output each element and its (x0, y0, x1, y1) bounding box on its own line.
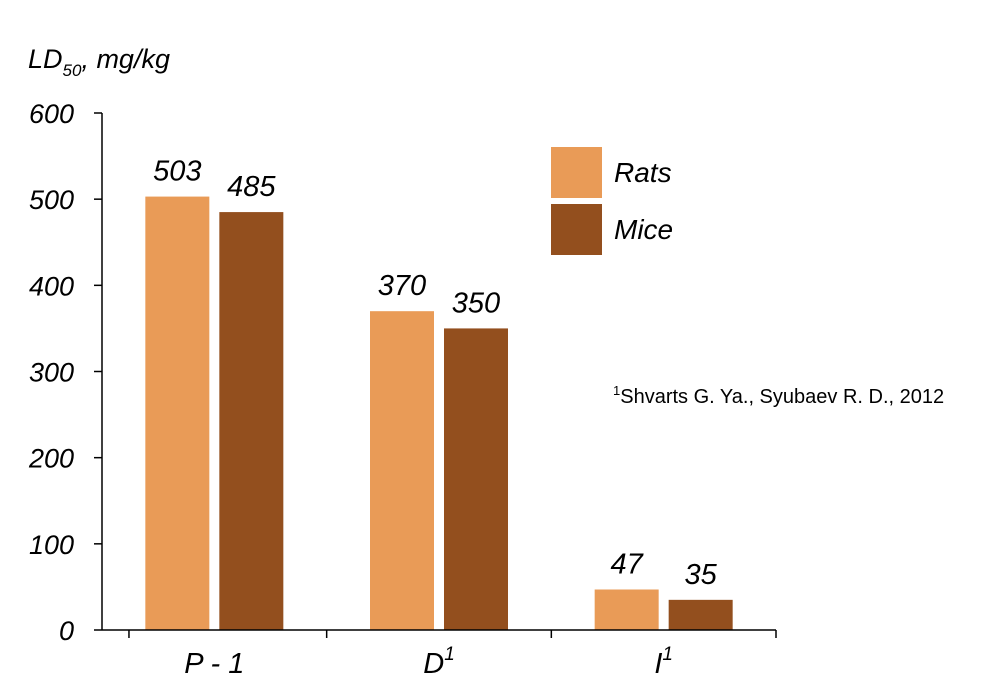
bar-rats (370, 311, 434, 630)
legend-swatch-mice (551, 204, 602, 255)
bar-rats (594, 589, 659, 630)
data-label: 35 (685, 559, 718, 591)
bar-mice (444, 328, 508, 630)
data-label: 350 (452, 287, 500, 319)
legend-swatch-rats (551, 147, 602, 198)
bar-mice (668, 599, 733, 630)
y-tick-label: 600 (29, 99, 74, 129)
x-tick-label: P - 1 (184, 648, 244, 680)
y-tick-label: 400 (29, 271, 74, 301)
bar-rats (145, 196, 210, 630)
y-axis-ticks: 0 100 200 300 400 500 600 (28, 99, 74, 646)
legend-label-mice: Mice (614, 214, 673, 245)
legend-label-rats: Rats (614, 157, 672, 188)
y-tick-label: 100 (29, 530, 74, 560)
y-tick-label: 0 (59, 616, 74, 646)
x-axis-ticks: P - 1 D1 I1 (184, 644, 673, 680)
y-tick-label: 500 (29, 185, 74, 215)
bars (145, 196, 733, 630)
axes (94, 112, 777, 638)
y-axis-label: LD50, mg/kg (28, 44, 170, 80)
data-label: 370 (378, 270, 426, 302)
data-labels: 503 485 370 350 47 35 (153, 156, 718, 591)
data-label: 503 (153, 156, 201, 188)
x-tick-label: D1 (423, 644, 455, 680)
legend: Rats Mice (551, 147, 673, 255)
source-annotation: 1Shvarts G. Ya., Syubaev R. D., 2012 (613, 383, 944, 408)
bar-mice (219, 212, 284, 630)
y-tick-label: 200 (28, 444, 74, 474)
data-label: 47 (611, 549, 645, 581)
x-tick-label: I1 (654, 644, 673, 680)
y-tick-label: 300 (29, 358, 74, 388)
data-label: 485 (227, 171, 276, 203)
